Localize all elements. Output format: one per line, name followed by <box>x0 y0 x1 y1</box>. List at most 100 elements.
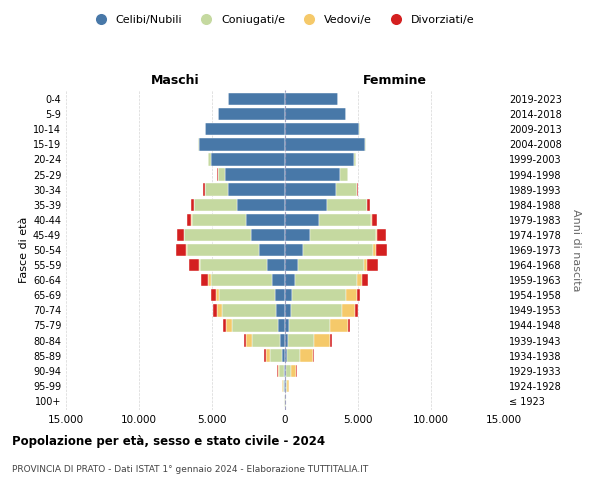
Bar <box>232 320 278 332</box>
Bar <box>266 350 269 362</box>
Bar <box>285 138 365 150</box>
Bar <box>314 334 330 347</box>
Bar <box>288 334 314 347</box>
Bar <box>280 334 285 347</box>
Bar <box>211 289 215 302</box>
Bar <box>372 214 377 226</box>
Text: Maschi: Maschi <box>151 74 200 87</box>
Bar <box>225 168 285 180</box>
Bar <box>218 168 225 180</box>
Bar <box>226 320 232 332</box>
Bar <box>285 334 288 347</box>
Bar <box>346 289 356 302</box>
Bar <box>191 214 245 226</box>
Bar <box>313 350 314 362</box>
Bar <box>244 334 247 347</box>
Bar <box>176 228 184 241</box>
Bar <box>211 274 272 286</box>
Bar <box>282 350 285 362</box>
Bar <box>295 274 356 286</box>
Bar <box>208 274 211 286</box>
Bar <box>285 153 353 166</box>
Bar <box>285 274 295 286</box>
Bar <box>215 289 220 302</box>
Bar <box>252 334 280 347</box>
Text: Femmine: Femmine <box>362 74 427 87</box>
Bar <box>376 244 387 256</box>
Bar <box>187 214 191 226</box>
Bar <box>298 259 364 272</box>
Bar <box>356 184 358 196</box>
Bar <box>367 198 370 211</box>
Bar <box>283 380 284 392</box>
Bar <box>187 244 259 256</box>
Bar <box>285 228 310 241</box>
Bar <box>237 198 285 211</box>
Bar <box>371 214 372 226</box>
Bar <box>245 214 285 226</box>
Bar <box>251 228 285 241</box>
Bar <box>222 304 276 316</box>
Bar <box>377 228 386 241</box>
Y-axis label: Fasce di età: Fasce di età <box>19 217 29 283</box>
Bar <box>340 168 348 180</box>
Bar <box>291 364 296 377</box>
Bar <box>328 198 367 211</box>
Bar <box>285 380 286 392</box>
Bar <box>228 184 285 196</box>
Bar <box>191 198 194 211</box>
Bar <box>310 228 376 241</box>
Bar <box>330 320 348 332</box>
Y-axis label: Anni di nascita: Anni di nascita <box>571 209 581 291</box>
Bar <box>278 320 285 332</box>
Bar <box>355 304 358 316</box>
Bar <box>284 364 285 377</box>
Bar <box>184 228 251 241</box>
Bar <box>376 228 377 241</box>
Bar <box>223 320 226 332</box>
Bar <box>336 184 356 196</box>
Text: PROVINCIA DI PRATO - Dati ISTAT 1° gennaio 2024 - Elaborazione TUTTITALIA.IT: PROVINCIA DI PRATO - Dati ISTAT 1° genna… <box>12 465 368 474</box>
Bar <box>280 364 284 377</box>
Bar <box>218 108 285 120</box>
Bar <box>285 304 291 316</box>
Bar <box>176 244 187 256</box>
Bar <box>265 350 266 362</box>
Bar <box>285 364 286 377</box>
Bar <box>278 364 280 377</box>
Bar <box>269 350 282 362</box>
Bar <box>194 198 237 211</box>
Bar <box>353 153 356 166</box>
Bar <box>286 380 287 392</box>
Bar <box>356 289 360 302</box>
Bar <box>189 259 199 272</box>
Bar <box>228 93 285 105</box>
Text: Popolazione per età, sesso e stato civile - 2024: Popolazione per età, sesso e stato civil… <box>12 435 325 448</box>
Bar <box>356 274 362 286</box>
Bar <box>268 259 285 272</box>
Bar <box>287 350 301 362</box>
Bar <box>199 138 285 150</box>
Bar <box>285 168 340 180</box>
Bar <box>272 274 285 286</box>
Bar <box>275 289 285 302</box>
Bar <box>319 214 371 226</box>
Bar <box>291 304 342 316</box>
Bar <box>285 244 302 256</box>
Bar <box>205 123 285 136</box>
Bar <box>201 274 208 286</box>
Bar <box>302 244 373 256</box>
Bar <box>285 214 319 226</box>
Bar <box>200 259 268 272</box>
Bar <box>285 108 346 120</box>
Bar <box>205 184 228 196</box>
Bar <box>348 320 350 332</box>
Bar <box>285 184 336 196</box>
Bar <box>203 184 205 196</box>
Bar <box>286 364 291 377</box>
Bar <box>364 259 367 272</box>
Bar <box>285 123 359 136</box>
Bar <box>247 334 252 347</box>
Legend: Celibi/Nubili, Coniugati/e, Vedovi/e, Divorziati/e: Celibi/Nubili, Coniugati/e, Vedovi/e, Di… <box>85 10 479 29</box>
Bar <box>301 350 313 362</box>
